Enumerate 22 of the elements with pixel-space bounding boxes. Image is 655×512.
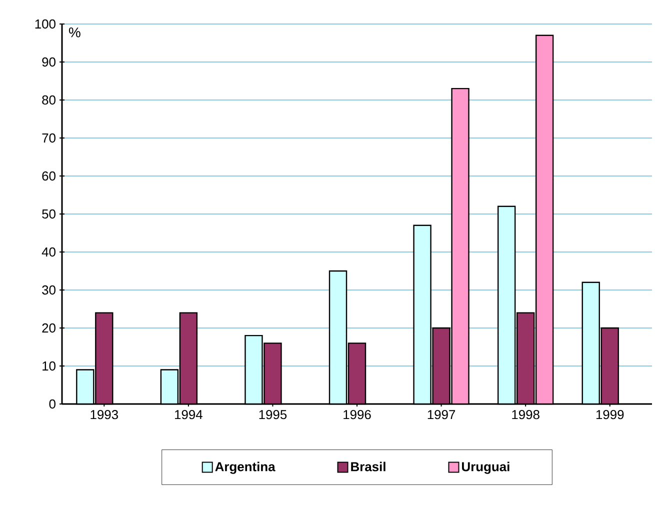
y-tick-label: 70 [42,133,56,143]
x-tick-label: 1996 [344,410,371,420]
x-tick-label: 1993 [90,410,118,420]
y-tick-label: 0 [49,399,56,409]
legend-label: Argentina [215,462,276,474]
y-tick-label: 10 [42,361,56,371]
legend-label: Brasil [351,462,386,472]
y-tick-label: 50 [42,209,56,219]
x-tick-label: 1997 [428,410,456,420]
y-tick-label: 80 [42,95,56,105]
x-tick-label: 1995 [259,410,287,420]
y-tick-label: 40 [42,247,56,257]
x-tick-label: 1999 [596,410,624,420]
y-tick-label: 30 [42,285,56,295]
y-tick-label: 20 [42,323,56,333]
y-axis-title: % [68,27,80,38]
y-tick-label: 90 [42,57,56,67]
x-tick-label: 1998 [512,410,540,420]
legend-label: Uruguai [462,462,510,474]
x-tick-label: 1994 [175,410,202,420]
y-tick-label: 60 [42,171,56,181]
y-tick-label: 100 [35,19,56,29]
